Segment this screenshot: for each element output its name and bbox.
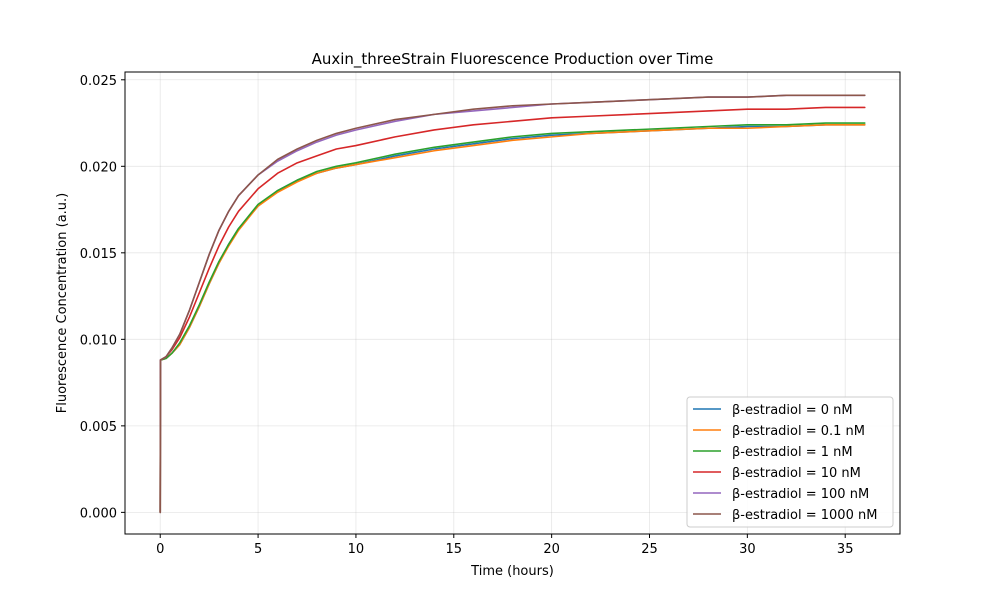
legend-box xyxy=(686,396,894,528)
legend-label: β-estradiol = 10 nM xyxy=(732,466,861,481)
y-tick-label: 0.010 xyxy=(80,333,117,348)
legend-label: β-estradiol = 100 nM xyxy=(732,487,869,502)
x-tick-label: 25 xyxy=(641,542,658,557)
x-tick-label: 0 xyxy=(156,542,164,557)
y-axis-ticks: 0.000 0.005 0.010 0.015 0.020 0.025 xyxy=(80,74,125,521)
series-line-3 xyxy=(159,106,866,514)
x-tick-label: 35 xyxy=(837,542,854,557)
y-tick-label: 0.005 xyxy=(80,420,117,435)
x-tick-label: 30 xyxy=(739,542,756,557)
legend-label: β-estradiol = 0.1 nM xyxy=(732,424,865,439)
x-tick-label: 20 xyxy=(543,542,560,557)
plot-frame xyxy=(124,71,901,535)
y-tick-label: 0.000 xyxy=(80,506,117,521)
y-tick-label: 0.015 xyxy=(80,247,117,262)
y-tick-label: 0.020 xyxy=(80,160,117,175)
legend: β-estradiol = 0 nM β-estradiol = 0.1 nM β-… xyxy=(686,396,894,528)
series-lines xyxy=(159,94,866,514)
legend-label: β-estradiol = 1000 nM xyxy=(732,508,877,523)
x-axis-ticks: 0 5 10 15 20 25 30 35 xyxy=(156,534,853,557)
y-tick-label: 0.025 xyxy=(80,74,117,89)
chart-title: Auxin_threeStrain Fluorescence Productio… xyxy=(312,50,714,69)
series-line-5 xyxy=(159,94,866,514)
legend-label: β-estradiol = 1 nM xyxy=(732,445,853,460)
x-tick-label: 15 xyxy=(446,542,463,557)
series-line-2 xyxy=(159,122,866,514)
y-axis-label: Fluorescence Concentration (a.u.) xyxy=(55,193,70,414)
x-axis-label: Time (hours) xyxy=(470,564,554,579)
legend-label: β-estradiol = 0 nM xyxy=(732,403,853,418)
series-line-1 xyxy=(159,123,866,514)
x-tick-label: 5 xyxy=(254,542,262,557)
x-tick-label: 10 xyxy=(348,542,365,557)
